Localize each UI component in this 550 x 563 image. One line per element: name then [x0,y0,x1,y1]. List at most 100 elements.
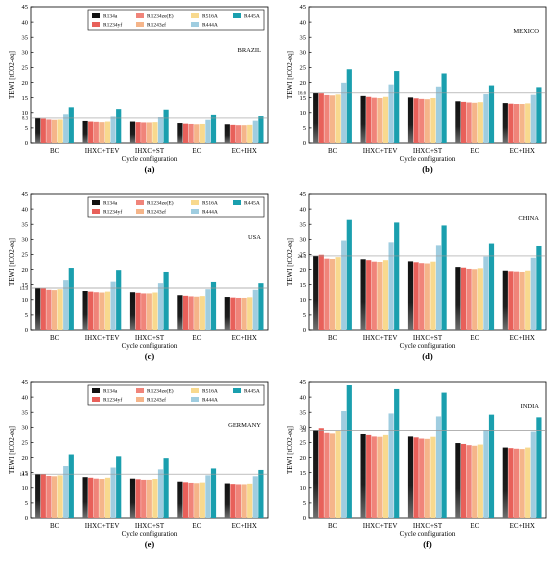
bar-r1234yf-ihxc-st [135,479,141,518]
bar-r134a-ec [177,481,183,518]
panel-label: (b) [422,164,433,174]
bar-r1234ze-e-ihxc-st [141,479,147,518]
bar-r1234yf-ihxc-tev [366,434,372,518]
legend-box [87,196,265,218]
y-tick-label: 10 [22,297,29,304]
bar-r134a-ihxc-tev [360,433,366,518]
legend-label-r1234ze-e: R1234ze(E) [147,200,174,207]
category-label: IHXC+ST [135,147,165,155]
y-tick-label: 0 [25,327,28,334]
bar-r134a-ihxc-tev [82,477,88,518]
bar-r445a-ihxc-tev [394,71,400,143]
bar-r444a-ihxc-tev [110,467,116,518]
bar-r445a-ihxc-tev [394,388,400,518]
bar-r134a-ec-ihx [502,447,508,518]
y-tick-label: 5 [25,500,28,507]
bar-r445a-ihxc-st [163,109,169,143]
bar-r444a-ec-ihx [252,289,258,330]
bar-r1234ze-e-ihxc-st [419,263,425,330]
bar-r1234yf-ec [182,295,189,330]
legend-swatch-r444a [191,209,199,214]
legend-label-r134a: R134a [103,201,118,207]
bar-r445a-ec [210,114,217,143]
bar-r1234ze-e-ec [188,123,194,143]
bar-r516a-ec [199,296,205,330]
bar-r1234ze-e-ihxc-tev [371,436,377,518]
bar-r444a-ihxc-st [435,416,442,518]
bar-r516a-ec-ihx [525,447,531,518]
bar-r1234ze-e-ec [466,102,472,143]
chart-panel-mexico: 0 5 10 15 20 25 30 35 40 45 BC IHXC+TEV IHXC+ST EC EC+… [286,4,547,174]
bar-r444a-ihxc-tev [388,413,394,518]
category-label: IHXC+TEV [363,522,398,530]
y-tick-label: 0 [25,140,28,147]
bar-r1234yf-ec-ihx [508,448,514,518]
category-label: BC [50,334,60,342]
bar-r1234yf-bc [318,93,324,143]
bar-r444a-bc [341,240,347,330]
bar-r134a-ihxc-tev [360,259,366,330]
y-axis-title: TEWI [tCO2-eq] [8,238,16,286]
bar-r1234ze-e-ec-ihx [513,448,520,518]
y-tick-label: 5 [303,125,306,132]
bar-r1234yf-ihxc-tev [88,477,94,518]
category-label: EC+IHX [232,522,257,530]
bar-r444a-ihxc-tev [388,84,394,143]
bar-r444a-ec [205,475,211,518]
y-tick-label: 45 [300,379,307,386]
bar-r134a-ihxc-st [129,292,136,330]
bar-r134a-bc [313,255,319,330]
bar-r516a-ec-ihx [247,297,253,330]
bar-r134a-ihxc-tev [82,120,88,143]
y-tick-label: 40 [300,206,307,213]
y-tick-label: 5 [25,125,28,132]
bar-r445a-ihxc-tev [116,456,122,518]
bar-r444a-ec-ihx [252,476,258,518]
bar-r134a-ec-ihx [224,483,230,518]
bar-r444a-ec-ihx [252,120,258,143]
y-tick-label: 10 [22,485,29,492]
bar-r1234yf-ihxc-st [413,437,419,518]
category-label: EC [470,334,479,342]
bar-r516a-ec-ihx [525,270,531,330]
bar-r445a-ihxc-st [163,271,169,330]
y-tick-label: 15 [22,95,29,102]
bar-r1234ze-e-ec [466,445,472,518]
bar-r444a-ec [483,94,489,143]
y-tick-label: 35 [22,221,29,228]
legend-label-r516a: R516A [202,14,218,20]
bar-r1243zf-ihxc-tev [377,262,383,330]
bar-r1234yf-bc [40,474,46,518]
legend-label-r444a: R444A [202,23,218,29]
bar-r445a-ihxc-tev [394,222,400,330]
category-label: IHXC+TEV [85,334,120,342]
bar-r1243zf-ec [472,269,478,330]
category-label: EC [192,522,201,530]
y-tick-label: 20 [22,267,29,274]
bar-r1234yf-bc [40,288,46,330]
legend-swatch-r444a [191,22,199,27]
legend-swatch-r1243zf [136,209,144,214]
bar-r516a-ec [199,482,205,518]
bar-r1234yf-ec [182,123,189,143]
legend-label-r134a: R134a [103,14,118,20]
bar-r444a-bc [63,114,69,143]
legend-swatch-r1234ze-e [136,200,144,205]
bar-r1234ze-e-ihxc-tev [93,121,99,143]
bar-r1234yf-ihxc-tev [88,121,94,143]
bar-r1243zf-ec [194,124,200,143]
bar-r445a-ec [488,243,495,330]
bar-r445a-ec-ihx [536,245,542,330]
bar-r444a-ec [205,289,211,330]
y-tick-label: 25 [300,252,307,259]
chart-panel-usa: 0 5 10 15 20 25 30 35 40 45 BC IHXC+TEV IHXC+ST EC EC+… [8,191,269,361]
x-axis-title: Cycle configuration [400,342,456,350]
bar-r1234ze-e-bc [46,289,52,330]
bar-r516a-bc [57,119,63,143]
y-tick-label: 20 [22,455,29,462]
bar-r516a-ec-ihx [247,124,253,143]
legend-label-r1243zf: R1243zf [147,397,166,404]
bar-r1243zf-ihxc-tev [99,122,105,143]
legend: R134a R1234ze(E) R516A R445A R1234yf R1243zf R… [87,196,265,218]
bar-r445a-ec-ihx [258,283,264,330]
